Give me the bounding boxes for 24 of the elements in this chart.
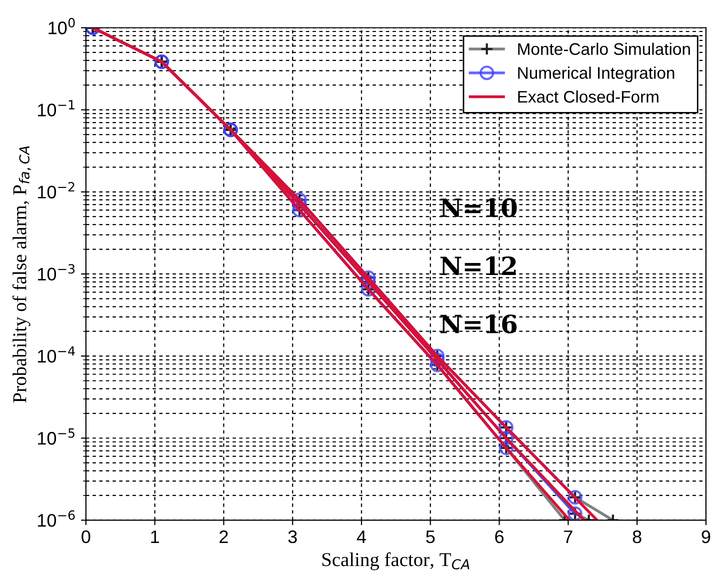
x-tick-label: 8 bbox=[632, 530, 642, 544]
y-tick-label: 10$^{−4}$ bbox=[38, 346, 75, 363]
y-tick-label: 10$^{−6}$ bbox=[38, 510, 75, 527]
x-tick-label: 6 bbox=[495, 530, 504, 544]
y-tick-label: 10$^{−5}$ bbox=[38, 428, 74, 445]
y-axis-title: Probability of false alarm, P$_{fa,CA}$ bbox=[12, 146, 31, 403]
x-tick-label: 9 bbox=[702, 530, 710, 544]
legend-label: Monte-Carlo Simulation bbox=[518, 42, 690, 55]
annotation: N=16 bbox=[440, 314, 517, 334]
legend-label: Exact Closed-Form bbox=[518, 90, 658, 103]
x-tick-label: 5 bbox=[426, 530, 435, 544]
annotation: N=12 bbox=[440, 256, 516, 275]
y-tick-label: 10$^{−3}$ bbox=[38, 264, 75, 281]
x-tick-label: 0 bbox=[82, 530, 90, 544]
x-tick-label: 2 bbox=[220, 530, 228, 544]
y-tick-label: 10$^{−1}$ bbox=[38, 100, 74, 116]
x-tick-label: 7 bbox=[564, 530, 572, 544]
x-tick-label: 4 bbox=[356, 530, 366, 544]
x-tick-label: 3 bbox=[288, 530, 297, 544]
legend-label: Numerical Integration bbox=[518, 66, 674, 82]
y-tick-label: 10$^{−2}$ bbox=[38, 182, 74, 198]
y-tick-label: 10$^{0}$ bbox=[48, 18, 75, 34]
x-tick-label: 1 bbox=[151, 530, 159, 544]
x-axis-title: Scaling factor, T$_{CA}$ bbox=[322, 552, 470, 570]
